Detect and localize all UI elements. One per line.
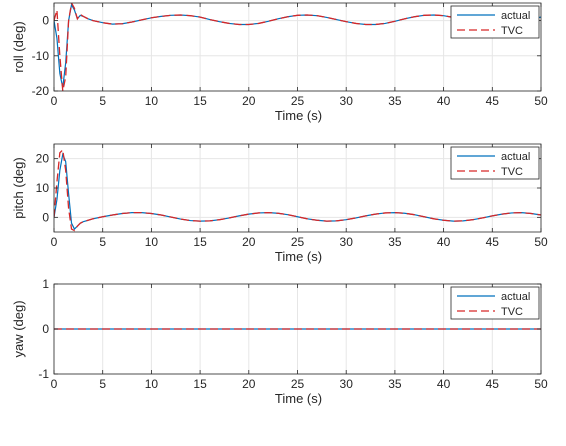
yaw-x-tick-label: 20 — [242, 377, 256, 391]
pitch-x-tick-label: 35 — [388, 235, 402, 249]
pitch-x-tick-label: 45 — [486, 235, 500, 249]
pitch-x-axis-label: Time (s) — [275, 249, 322, 264]
roll-x-tick-label: 0 — [51, 94, 58, 108]
roll-y-tick-label: -10 — [32, 49, 50, 63]
yaw-y-tick-label: 1 — [42, 277, 49, 291]
roll-x-tick-label: 50 — [534, 94, 548, 108]
yaw-x-tick-label: 15 — [193, 377, 207, 391]
roll-x-tick-label: 10 — [145, 94, 159, 108]
roll-panel: 0 5 10 15 20 25 30 35 40 45 50 -20 -10 0 Time (s) roll … — [11, 2, 548, 123]
roll-x-tick-label: 30 — [340, 94, 354, 108]
pitch-x-tick-label: 25 — [291, 235, 305, 249]
roll-x-tick-label: 35 — [388, 94, 402, 108]
roll-y-tick-label: -20 — [32, 84, 50, 98]
pitch-x-tick-label: 15 — [193, 235, 207, 249]
yaw-legend-label-tvc: TVC — [501, 306, 523, 318]
yaw-x-tick-label: 40 — [437, 377, 451, 391]
roll-legend-label-tvc: TVC — [501, 25, 523, 37]
pitch-x-tick-label: 20 — [242, 235, 256, 249]
yaw-legend-label-actual: actual — [501, 291, 530, 303]
yaw-x-tick-label: 35 — [388, 377, 402, 391]
pitch-legend: actual TVC — [450, 146, 540, 180]
yaw-legend-box — [450, 286, 540, 320]
pitch-y-tick-label: 0 — [42, 210, 49, 224]
roll-x-tick-label: 20 — [242, 94, 256, 108]
pitch-x-tick-label: 50 — [534, 235, 548, 249]
yaw-y-tick-label: -1 — [38, 367, 49, 381]
yaw-x-tick-label: 25 — [291, 377, 305, 391]
roll-y-tick-label: 0 — [42, 14, 49, 28]
pitch-panel: 0 5 10 15 20 25 30 35 40 45 50 0 10 20 Time (s) pitch (… — [11, 143, 548, 264]
pitch-legend-label-actual: actual — [501, 151, 530, 163]
pitch-x-tick-label: 30 — [340, 235, 354, 249]
yaw-x-tick-label: 5 — [99, 377, 106, 391]
yaw-x-tick-label: 10 — [145, 377, 159, 391]
yaw-legend: actual TVC — [450, 286, 540, 320]
yaw-x-tick-label: 50 — [534, 377, 548, 391]
roll-x-tick-label: 5 — [99, 94, 106, 108]
yaw-x-tick-label: 30 — [340, 377, 354, 391]
roll-x-tick-label: 40 — [437, 94, 451, 108]
yaw-x-tick-label: 45 — [486, 377, 500, 391]
yaw-y-tick-label: 0 — [42, 322, 49, 336]
roll-legend-label-actual: actual — [501, 10, 530, 22]
roll-x-tick-label: 45 — [486, 94, 500, 108]
roll-x-axis-label: Time (s) — [275, 108, 322, 123]
yaw-x-tick-label: 0 — [51, 377, 58, 391]
pitch-x-tick-label: 10 — [145, 235, 159, 249]
roll-legend: actual TVC — [450, 5, 540, 39]
pitch-y-axis-label: pitch (deg) — [11, 157, 26, 218]
roll-x-tick-label: 15 — [193, 94, 207, 108]
pitch-series-tvc — [54, 148, 541, 232]
pitch-legend-label-tvc: TVC — [501, 166, 523, 178]
roll-series-tvc — [54, 3, 541, 91]
yaw-x-axis-label: Time (s) — [275, 391, 322, 406]
pitch-x-tick-label: 40 — [437, 235, 451, 249]
pitch-y-tick-label: 20 — [36, 152, 50, 166]
roll-y-axis-label: roll (deg) — [11, 21, 26, 72]
pitch-x-tick-label: 0 — [51, 235, 58, 249]
roll-legend-box — [450, 5, 540, 39]
roll-x-tick-label: 25 — [291, 94, 305, 108]
yaw-y-axis-label: yaw (deg) — [11, 300, 26, 357]
pitch-legend-box — [450, 146, 540, 180]
pitch-y-tick-label: 10 — [36, 181, 50, 195]
pitch-x-tick-label: 5 — [99, 235, 106, 249]
